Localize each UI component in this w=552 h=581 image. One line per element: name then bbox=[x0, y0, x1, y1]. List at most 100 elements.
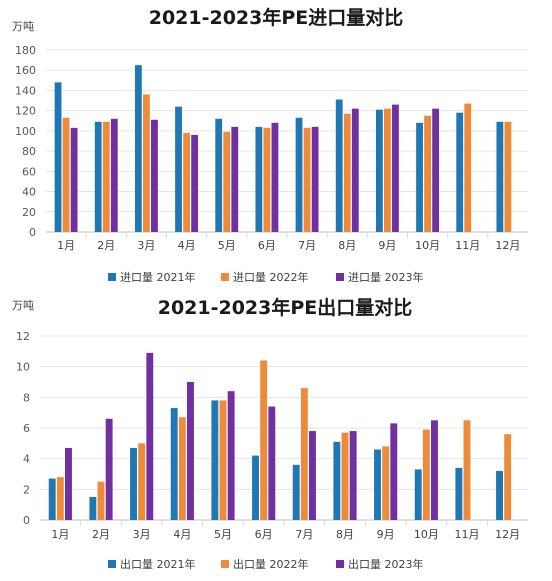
import-y-tick-label: 100 bbox=[15, 125, 36, 138]
export-bar bbox=[178, 417, 186, 520]
export-legend: 出口量 2021年 出口量 2022年 出口量 2023年 bbox=[108, 557, 424, 571]
export-bar bbox=[227, 391, 235, 520]
import-y-tick-label: 60 bbox=[22, 165, 36, 178]
export-bar bbox=[496, 470, 503, 520]
export-bar bbox=[260, 360, 268, 520]
export-chart-title: 2021-2023年PE出口量对比 bbox=[158, 296, 413, 319]
import-legend-label: 进口量 2021年 bbox=[120, 270, 196, 284]
export-y-tick-label: 2 bbox=[23, 483, 30, 496]
export-bar bbox=[414, 469, 422, 520]
export-unit-label: 万吨 bbox=[12, 299, 34, 312]
import-bar bbox=[432, 108, 440, 232]
export-bar bbox=[170, 408, 178, 520]
import-x-tick-label: 3月 bbox=[137, 239, 155, 252]
import-bar bbox=[375, 109, 383, 232]
import-bar bbox=[134, 65, 142, 233]
import-y-tick-label: 120 bbox=[15, 105, 36, 118]
export-x-tick-label: 8月 bbox=[336, 528, 354, 541]
import-y-tick-label: 160 bbox=[15, 64, 36, 77]
export-bar bbox=[105, 418, 113, 520]
export-bar bbox=[89, 497, 97, 520]
import-chart: 2021-2023年PE进口量对比 万吨 0 20 40 60 80 100 120 140 1… bbox=[12, 6, 528, 284]
export-bar bbox=[504, 434, 512, 520]
export-bar bbox=[455, 467, 463, 520]
export-bar bbox=[463, 420, 471, 520]
export-bar bbox=[349, 431, 357, 520]
import-bar bbox=[424, 115, 431, 232]
import-bar bbox=[102, 121, 110, 232]
export-bar bbox=[341, 432, 349, 520]
import-x-ticks: 1月 2月 3月 4月 5月 6月 7月 8月 9月 10月 11月 12月 bbox=[57, 232, 520, 252]
import-bar bbox=[384, 108, 391, 232]
export-bar bbox=[292, 464, 300, 520]
export-x-tick-label: 1月 bbox=[51, 528, 69, 541]
export-bar bbox=[138, 443, 146, 520]
export-x-tick-label: 3月 bbox=[133, 528, 151, 541]
export-legend-label: 出口量 2021年 bbox=[120, 557, 196, 571]
export-x-tick-label: 9月 bbox=[377, 528, 395, 541]
export-gridlines bbox=[40, 335, 528, 521]
import-x-tick-label: 2月 bbox=[97, 239, 115, 252]
import-bar bbox=[263, 127, 271, 232]
export-legend-swatch bbox=[336, 560, 344, 568]
import-x-tick-label: 4月 bbox=[178, 239, 196, 252]
export-bar bbox=[211, 400, 219, 520]
export-y-tick-label: 12 bbox=[16, 330, 30, 343]
import-y-tick-label: 0 bbox=[29, 226, 36, 239]
export-y-ticks: 0 2 4 6 8 10 12 bbox=[16, 330, 30, 527]
import-bar bbox=[143, 94, 150, 232]
import-bars bbox=[54, 65, 512, 233]
export-bar bbox=[65, 447, 72, 520]
export-bar bbox=[382, 446, 390, 520]
import-bar bbox=[464, 103, 472, 232]
export-legend-label: 出口量 2023年 bbox=[348, 557, 424, 571]
import-bar bbox=[54, 82, 62, 232]
import-bar bbox=[223, 131, 231, 232]
import-bar bbox=[351, 108, 359, 232]
export-bar bbox=[219, 400, 227, 520]
export-legend-label: 出口量 2022年 bbox=[233, 557, 309, 571]
export-x-tick-label: 12月 bbox=[495, 528, 520, 541]
export-bar bbox=[56, 477, 64, 520]
import-legend-swatch bbox=[336, 273, 344, 281]
export-x-tick-label: 10月 bbox=[414, 528, 439, 541]
export-y-tick-label: 0 bbox=[23, 514, 30, 527]
export-x-tick-label: 7月 bbox=[295, 528, 313, 541]
import-legend-swatch bbox=[108, 273, 116, 281]
import-x-tick-label: 10月 bbox=[415, 239, 440, 252]
import-bar bbox=[62, 117, 70, 232]
export-bar bbox=[187, 382, 194, 520]
import-bar bbox=[295, 117, 303, 232]
import-x-tick-label: 8月 bbox=[338, 239, 356, 252]
import-y-ticks: 0 20 40 60 80 100 120 140 160 180 bbox=[15, 44, 36, 239]
export-bar bbox=[300, 388, 308, 520]
export-legend-swatch bbox=[108, 560, 116, 568]
export-bar bbox=[268, 406, 276, 520]
import-bar bbox=[303, 127, 311, 232]
export-x-ticks: 1月 2月 3月 4月 5月 6月 7月 8月 9月 10月 11月 12月 bbox=[51, 520, 520, 541]
import-x-tick-label: 6月 bbox=[258, 239, 276, 252]
import-unit-label: 万吨 bbox=[12, 20, 34, 33]
export-legend-swatch bbox=[221, 560, 229, 568]
import-x-tick-label: 9月 bbox=[378, 239, 396, 252]
import-bar bbox=[496, 121, 504, 232]
import-legend-swatch bbox=[221, 273, 229, 281]
import-x-tick-label: 12月 bbox=[495, 239, 520, 252]
import-bar bbox=[94, 121, 102, 232]
import-gridlines bbox=[46, 49, 528, 233]
import-y-tick-label: 180 bbox=[15, 44, 36, 57]
export-y-tick-label: 4 bbox=[23, 453, 30, 466]
export-bar bbox=[431, 420, 438, 520]
import-y-tick-label: 20 bbox=[22, 206, 36, 219]
import-legend: 进口量 2021年 进口量 2022年 进口量 2023年 bbox=[108, 270, 424, 284]
export-bar bbox=[252, 455, 259, 520]
import-legend-label: 进口量 2023年 bbox=[348, 270, 424, 284]
export-x-tick-label: 2月 bbox=[92, 528, 110, 541]
import-bar bbox=[70, 127, 78, 232]
export-bar bbox=[390, 423, 398, 520]
import-x-tick-label: 7月 bbox=[298, 239, 316, 252]
export-bar bbox=[309, 431, 316, 520]
export-bar bbox=[333, 441, 341, 520]
export-bar bbox=[97, 481, 105, 520]
